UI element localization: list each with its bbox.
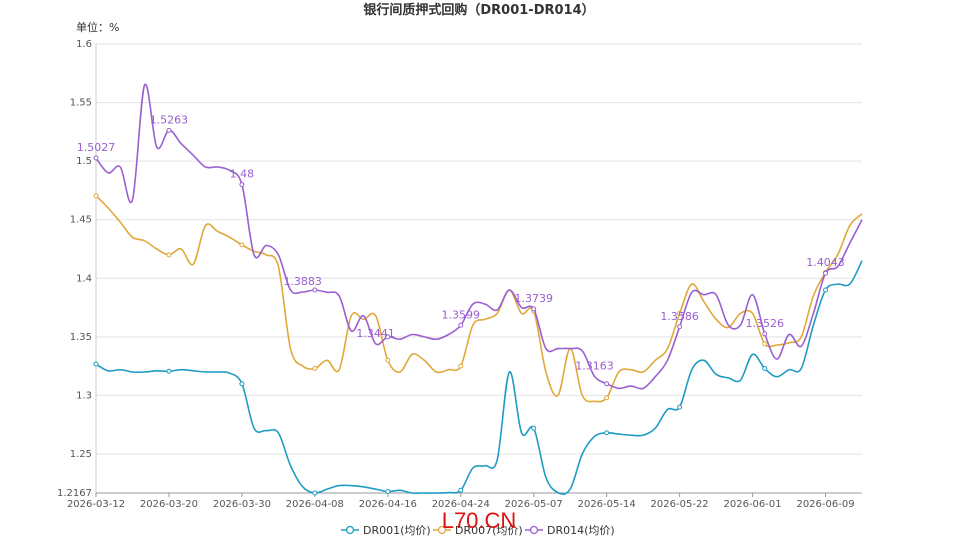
- series-line-dr001: [95, 260, 863, 495]
- data-point-dr007: [762, 341, 768, 347]
- data-point-dr007: [385, 357, 391, 363]
- legend: DR001(均价) DR007(均价) DR014(均价): [341, 524, 615, 537]
- data-point-dr001: [823, 287, 829, 293]
- data-label: 1.3739: [514, 292, 553, 305]
- data-labels: 1.5027 1.5263 1.48 1.3883 1.3441 1.3599 1.3739…: [77, 113, 845, 372]
- data-point-dr001: [312, 490, 318, 496]
- data-point-dr014: [604, 381, 610, 387]
- data-point-dr007: [166, 252, 172, 258]
- data-point-dr014: [677, 324, 683, 330]
- data-point-dr007: [604, 395, 610, 401]
- data-point-dr001: [531, 425, 537, 431]
- data-point-dr014: [823, 270, 829, 276]
- data-point-dr014: [166, 127, 172, 133]
- y-tick-label: 1.25: [70, 449, 92, 460]
- y-tick-label: 1.55: [70, 98, 92, 109]
- y-axis: 1.2167 1.25 1.3 1.35 1.4 1.45 1.5 1.55 1.6: [57, 39, 97, 499]
- x-tick-label: 2026-03-20: [140, 499, 198, 510]
- data-label: 1.3883: [283, 275, 322, 288]
- data-label: 1.5263: [150, 113, 189, 126]
- data-label: 1.4043: [806, 256, 845, 269]
- data-point-dr001: [93, 361, 99, 367]
- data-point-dr014: [239, 182, 245, 188]
- legend-marker-dr014: [529, 525, 539, 535]
- data-point-dr001: [604, 430, 610, 436]
- y-tick-label: 1.35: [70, 332, 92, 343]
- x-tick-label: 2026-03-30: [213, 499, 271, 510]
- x-tick-label: 2026-05-07: [505, 499, 563, 510]
- data-point-dr007: [239, 242, 245, 248]
- grid-lines: [96, 43, 862, 494]
- data-label: 1.3163: [575, 359, 614, 372]
- data-point-dr001: [239, 381, 245, 387]
- data-point-dr001: [762, 365, 768, 371]
- data-point-dr014: [762, 331, 768, 337]
- legend-label-dr007: DR007(均价): [455, 524, 523, 537]
- x-tick-label: 2026-04-24: [432, 499, 490, 510]
- data-point-dr014: [93, 155, 99, 161]
- y-tick-label: 1.4: [76, 273, 92, 284]
- x-tick-label: 2026-05-14: [578, 499, 636, 510]
- unit-label: 单位：%: [76, 20, 119, 34]
- data-point-dr001: [166, 368, 172, 374]
- y-tick-label: 1.45: [70, 215, 92, 226]
- legend-label-dr001: DR001(均价): [363, 524, 431, 537]
- y-tick-label: 1.3: [76, 390, 92, 401]
- data-point-dr007: [677, 310, 683, 316]
- x-axis: 2026-03-12 2026-03-20 2026-03-30 2026-04-08…: [67, 492, 862, 510]
- data-point-dr001: [458, 487, 464, 493]
- data-point-dr014: [458, 322, 464, 328]
- data-point-dr014: [531, 306, 537, 312]
- legend-marker-dr007: [437, 525, 447, 535]
- y-tick-label: 1.2167: [57, 488, 92, 499]
- series-layer: [93, 83, 863, 496]
- x-tick-label: 2026-03-12: [67, 499, 125, 510]
- data-label: 1.3441: [356, 327, 395, 340]
- chart-title: 银行间质押式回购（DR001-DR014）: [363, 2, 594, 18]
- legend-marker-dr001: [345, 525, 355, 535]
- data-point-dr007: [93, 193, 99, 199]
- x-tick-label: 2026-06-01: [724, 499, 782, 510]
- y-tick-label: 1.6: [76, 39, 92, 50]
- data-point-dr007: [458, 363, 464, 369]
- legend-label-dr014: DR014(均价): [547, 524, 615, 537]
- series-line-dr007: [95, 195, 863, 403]
- x-tick-label: 2026-04-08: [286, 499, 344, 510]
- data-point-dr001: [385, 488, 391, 494]
- data-label: 1.3586: [660, 310, 699, 323]
- data-label: 1.5027: [77, 141, 116, 154]
- data-point-dr014: [312, 287, 318, 293]
- series-line-dr014: [95, 83, 863, 390]
- watermark-text: L70.CN: [442, 508, 517, 533]
- x-tick-label: 2026-04-16: [359, 499, 417, 510]
- data-point-dr014: [385, 334, 391, 340]
- data-point-dr007: [312, 365, 318, 371]
- y-tick-label: 1.5: [76, 156, 92, 167]
- x-tick-label: 2026-05-22: [651, 499, 709, 510]
- data-label: 1.3599: [442, 308, 481, 321]
- data-point-dr001: [677, 404, 683, 410]
- data-label: 1.48: [230, 168, 255, 181]
- x-tick-label: 2026-06-09: [796, 499, 854, 510]
- data-label: 1.3526: [745, 317, 784, 330]
